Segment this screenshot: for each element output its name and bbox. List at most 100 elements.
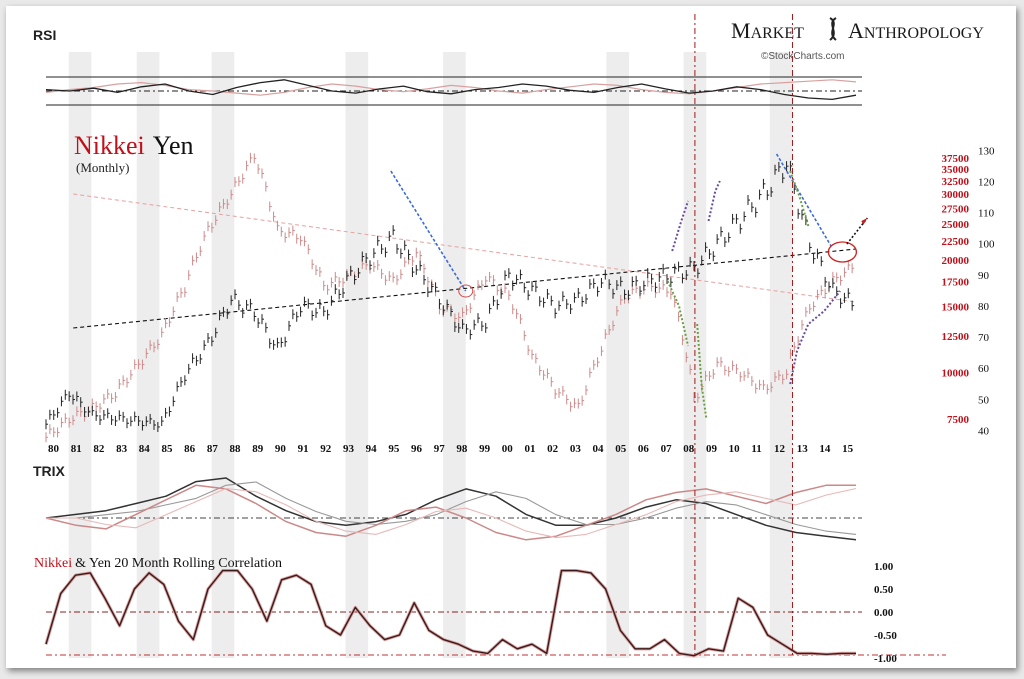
shaded-band bbox=[606, 52, 630, 658]
projection-arrow-line bbox=[846, 217, 868, 245]
highlight-circle bbox=[827, 241, 858, 263]
nikkei-tick-label: 37500 bbox=[942, 153, 970, 165]
trix-panel: TRIX bbox=[33, 463, 862, 541]
nikkei-tick-label: 22500 bbox=[942, 236, 970, 248]
nikkei-tick-label: 25000 bbox=[942, 219, 970, 231]
nikkei-tick-label: 15000 bbox=[942, 302, 970, 314]
x-tick-label: 12 bbox=[774, 443, 786, 455]
price-title: Nikkei Yen bbox=[74, 131, 193, 160]
x-tick-label: 98 bbox=[456, 443, 468, 455]
trix-series bbox=[45, 477, 857, 541]
trix-line-nikkei bbox=[45, 477, 857, 541]
x-tick-label: 81 bbox=[71, 443, 82, 455]
event-markers bbox=[694, 14, 793, 658]
highlight-circle bbox=[458, 284, 474, 298]
blue-decline-line bbox=[775, 153, 832, 247]
x-tick-label: 85 bbox=[161, 443, 173, 455]
x-tick-label: 03 bbox=[570, 443, 582, 455]
price-series bbox=[45, 152, 855, 443]
x-tick-label: 06 bbox=[638, 443, 650, 455]
x-tick-label: 11 bbox=[751, 443, 761, 455]
nikkei-tick-label: 35000 bbox=[942, 164, 970, 176]
yen-axis: 130 120 110 100 90 80 70 60 50 40 bbox=[978, 145, 995, 437]
x-tick-label: 87 bbox=[207, 443, 219, 455]
price-panel: Nikkei Yen (Monthly) 37500350003250030000… bbox=[45, 131, 995, 455]
x-tick-label: 08 bbox=[683, 443, 695, 455]
x-tick-label: 04 bbox=[593, 443, 605, 455]
nikkei-tick-label: 20000 bbox=[942, 255, 970, 267]
x-tick-label: 88 bbox=[230, 443, 242, 455]
yen-tick-label: 80 bbox=[978, 301, 990, 313]
x-tick-label: 10 bbox=[729, 443, 741, 455]
correlation-tick-label: 0.50 bbox=[874, 584, 894, 596]
x-tick-label: 00 bbox=[502, 443, 513, 455]
shaded-band bbox=[769, 52, 793, 658]
yen-tick-label: 50 bbox=[978, 394, 990, 406]
trix-title: TRIX bbox=[33, 463, 66, 479]
x-tick-label: 07 bbox=[661, 443, 673, 455]
x-tick-label: 97 bbox=[434, 443, 446, 455]
correlation-line bbox=[45, 569, 856, 657]
rsi-panel: RSI bbox=[33, 27, 862, 106]
yen-tick-label: 120 bbox=[978, 176, 995, 188]
x-tick-label: 01 bbox=[524, 443, 535, 455]
x-tick-label: 13 bbox=[797, 443, 809, 455]
x-tick-label: 99 bbox=[479, 443, 491, 455]
annotations bbox=[390, 153, 868, 419]
yen-tick-label: 100 bbox=[978, 239, 995, 251]
yen-tick-label: 90 bbox=[978, 270, 990, 282]
yen-tick-label: 70 bbox=[978, 332, 990, 344]
nikkei-tick-label: 27500 bbox=[942, 203, 970, 215]
x-tick-label: 82 bbox=[93, 443, 105, 455]
trix-line-yen bbox=[45, 484, 856, 541]
x-tick-label: 92 bbox=[320, 443, 332, 455]
nikkei-trendline bbox=[73, 193, 857, 303]
purple-dotted-line bbox=[707, 180, 721, 222]
green-dotted-line bbox=[696, 323, 708, 419]
trix-signal-nikkei bbox=[46, 481, 857, 535]
rsi-series bbox=[45, 79, 857, 101]
nikkei-tick-label: 7500 bbox=[947, 414, 970, 426]
rsi-line-nikkei bbox=[45, 79, 857, 101]
long-term-trendline bbox=[73, 248, 857, 329]
x-tick-label: 09 bbox=[706, 443, 718, 455]
trix-signal-yen bbox=[46, 487, 857, 539]
trendlines bbox=[73, 193, 857, 329]
rsi-reference-lines bbox=[46, 76, 862, 106]
x-tick-label: 83 bbox=[116, 443, 128, 455]
yen-tick-label: 40 bbox=[978, 425, 990, 437]
nikkei-tick-label: 12500 bbox=[942, 331, 970, 343]
x-axis: 80 81 82 83 84 85 86 87 88 89 90 91 92 93 94 95 96 97 98 99… bbox=[48, 443, 854, 455]
correlation-panel: Nikkei & Yen 20 Month Rolling Correlation… bbox=[34, 556, 946, 665]
correlation-tick-label: 0.00 bbox=[874, 607, 894, 619]
x-tick-label: 15 bbox=[842, 443, 854, 455]
x-tick-label: 95 bbox=[388, 443, 400, 455]
correlation-reference-lines bbox=[46, 611, 946, 656]
brand-word-market: MARKET bbox=[731, 18, 804, 43]
x-tick-label: 14 bbox=[819, 443, 831, 455]
chart-canvas: RSI MARKET ANTHROPOLOGY ©StockCharts.com… bbox=[33, 14, 995, 665]
correlation-tick-label: -0.50 bbox=[874, 630, 897, 642]
yen-tick-label: 60 bbox=[978, 363, 990, 375]
nikkei-tick-label: 30000 bbox=[942, 189, 970, 201]
x-tick-label: 94 bbox=[366, 443, 378, 455]
correlation-tick-label: 1.00 bbox=[874, 561, 894, 573]
x-tick-label: 90 bbox=[275, 443, 287, 455]
x-tick-label: 91 bbox=[298, 443, 309, 455]
x-tick-label: 80 bbox=[48, 443, 60, 455]
correlation-tick-label: -1.00 bbox=[874, 653, 897, 665]
x-tick-label: 02 bbox=[547, 443, 559, 455]
green-dotted-line bbox=[666, 280, 690, 347]
correlation-title: Nikkei & Yen 20 Month Rolling Correlation bbox=[34, 556, 282, 571]
arrow-head-icon bbox=[861, 218, 868, 225]
yen-bars bbox=[45, 160, 855, 432]
shaded-band bbox=[345, 52, 369, 658]
branding-logo: MARKET ANTHROPOLOGY ©StockCharts.com bbox=[731, 17, 984, 62]
blue-decline-line bbox=[390, 170, 467, 292]
yen-tick-label: 130 bbox=[978, 145, 995, 157]
x-tick-label: 96 bbox=[411, 443, 423, 455]
chart-frame: RSI MARKET ANTHROPOLOGY ©StockCharts.com… bbox=[6, 6, 1016, 668]
nikkei-tick-label: 17500 bbox=[942, 277, 970, 289]
shaded-band bbox=[211, 52, 235, 658]
